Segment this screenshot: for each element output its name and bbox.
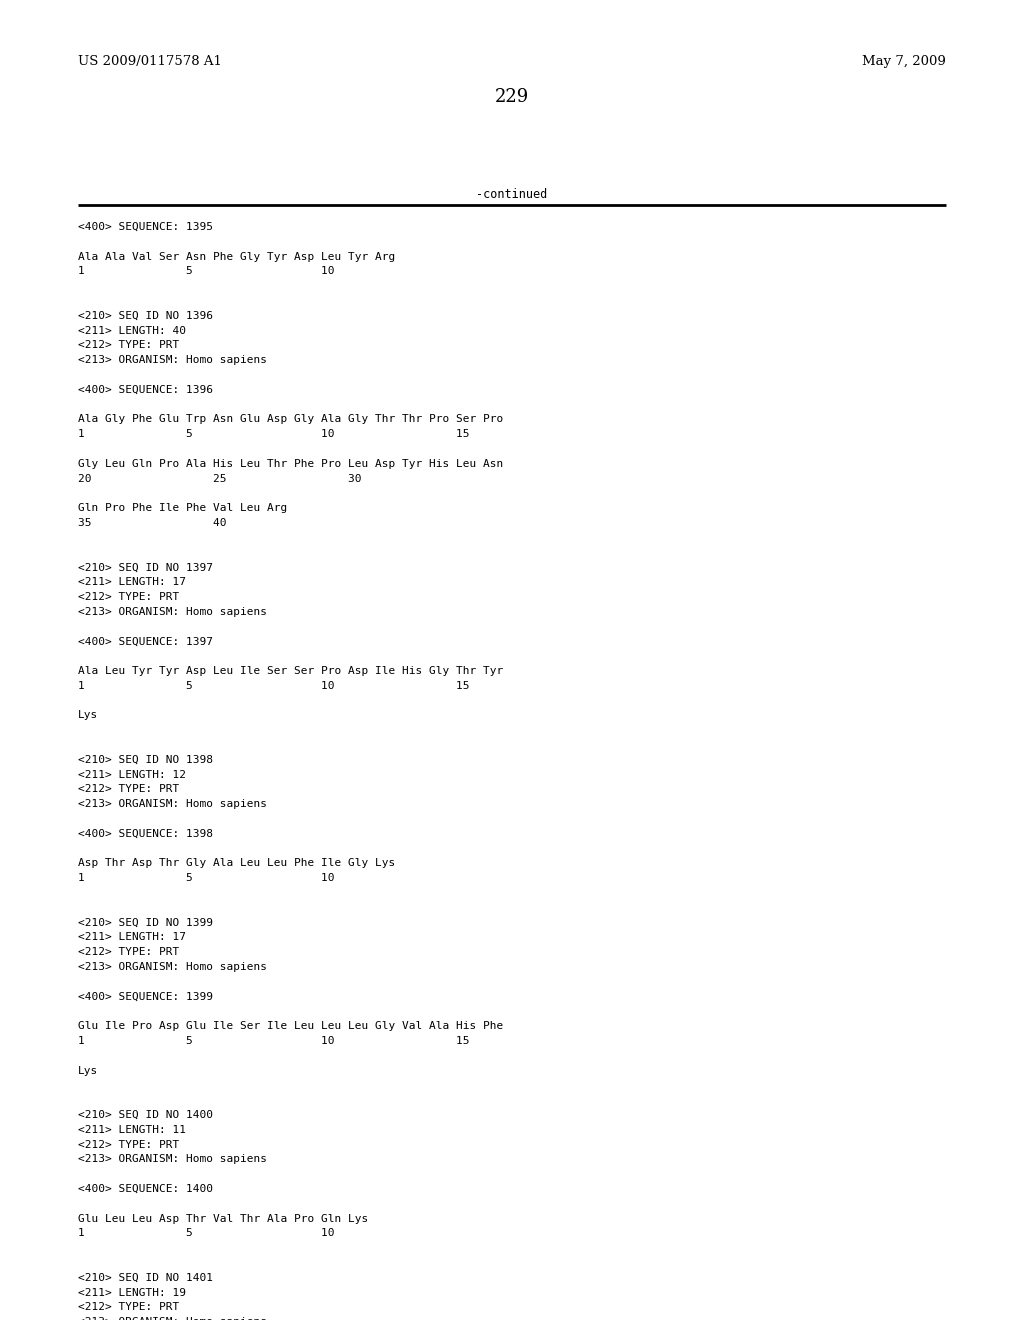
Text: 1               5                   10: 1 5 10	[78, 267, 335, 276]
Text: <210> SEQ ID NO 1396: <210> SEQ ID NO 1396	[78, 310, 213, 321]
Text: Lys: Lys	[78, 1065, 98, 1076]
Text: <210> SEQ ID NO 1400: <210> SEQ ID NO 1400	[78, 1110, 213, 1119]
Text: Asp Thr Asp Thr Gly Ala Leu Leu Phe Ile Gly Lys: Asp Thr Asp Thr Gly Ala Leu Leu Phe Ile …	[78, 858, 395, 869]
Text: <212> TYPE: PRT: <212> TYPE: PRT	[78, 1139, 179, 1150]
Text: May 7, 2009: May 7, 2009	[862, 55, 946, 69]
Text: <210> SEQ ID NO 1398: <210> SEQ ID NO 1398	[78, 755, 213, 764]
Text: <213> ORGANISM: Homo sapiens: <213> ORGANISM: Homo sapiens	[78, 1317, 267, 1320]
Text: <210> SEQ ID NO 1397: <210> SEQ ID NO 1397	[78, 562, 213, 573]
Text: 1               5                   10                  15: 1 5 10 15	[78, 429, 469, 440]
Text: <211> LENGTH: 12: <211> LENGTH: 12	[78, 770, 186, 780]
Text: <211> LENGTH: 11: <211> LENGTH: 11	[78, 1125, 186, 1135]
Text: 1               5                   10: 1 5 10	[78, 874, 335, 883]
Text: <213> ORGANISM: Homo sapiens: <213> ORGANISM: Homo sapiens	[78, 1155, 267, 1164]
Text: <400> SEQUENCE: 1398: <400> SEQUENCE: 1398	[78, 829, 213, 838]
Text: <212> TYPE: PRT: <212> TYPE: PRT	[78, 1303, 179, 1312]
Text: Ala Ala Val Ser Asn Phe Gly Tyr Asp Leu Tyr Arg: Ala Ala Val Ser Asn Phe Gly Tyr Asp Leu …	[78, 252, 395, 261]
Text: <213> ORGANISM: Homo sapiens: <213> ORGANISM: Homo sapiens	[78, 355, 267, 366]
Text: Gly Leu Gln Pro Ala His Leu Thr Phe Pro Leu Asp Tyr His Leu Asn: Gly Leu Gln Pro Ala His Leu Thr Phe Pro …	[78, 459, 503, 469]
Text: <211> LENGTH: 19: <211> LENGTH: 19	[78, 1287, 186, 1298]
Text: <213> ORGANISM: Homo sapiens: <213> ORGANISM: Homo sapiens	[78, 799, 267, 809]
Text: 1               5                   10                  15: 1 5 10 15	[78, 1036, 469, 1045]
Text: <211> LENGTH: 17: <211> LENGTH: 17	[78, 932, 186, 942]
Text: <211> LENGTH: 17: <211> LENGTH: 17	[78, 577, 186, 587]
Text: 35                  40: 35 40	[78, 517, 226, 528]
Text: <210> SEQ ID NO 1401: <210> SEQ ID NO 1401	[78, 1272, 213, 1283]
Text: 1               5                   10: 1 5 10	[78, 1229, 335, 1238]
Text: <212> TYPE: PRT: <212> TYPE: PRT	[78, 784, 179, 795]
Text: <400> SEQUENCE: 1400: <400> SEQUENCE: 1400	[78, 1184, 213, 1195]
Text: US 2009/0117578 A1: US 2009/0117578 A1	[78, 55, 222, 69]
Text: <210> SEQ ID NO 1399: <210> SEQ ID NO 1399	[78, 917, 213, 928]
Text: Gln Pro Phe Ile Phe Val Leu Arg: Gln Pro Phe Ile Phe Val Leu Arg	[78, 503, 288, 513]
Text: Glu Ile Pro Asp Glu Ile Ser Ile Leu Leu Leu Gly Val Ala His Phe: Glu Ile Pro Asp Glu Ile Ser Ile Leu Leu …	[78, 1022, 503, 1031]
Text: Lys: Lys	[78, 710, 98, 721]
Text: -continued: -continued	[476, 187, 548, 201]
Text: <400> SEQUENCE: 1399: <400> SEQUENCE: 1399	[78, 991, 213, 1002]
Text: <400> SEQUENCE: 1395: <400> SEQUENCE: 1395	[78, 222, 213, 232]
Text: <213> ORGANISM: Homo sapiens: <213> ORGANISM: Homo sapiens	[78, 607, 267, 616]
Text: 229: 229	[495, 88, 529, 106]
Text: Glu Leu Leu Asp Thr Val Thr Ala Pro Gln Lys: Glu Leu Leu Asp Thr Val Thr Ala Pro Gln …	[78, 1213, 369, 1224]
Text: Ala Gly Phe Glu Trp Asn Glu Asp Gly Ala Gly Thr Thr Pro Ser Pro: Ala Gly Phe Glu Trp Asn Glu Asp Gly Ala …	[78, 414, 503, 425]
Text: <211> LENGTH: 40: <211> LENGTH: 40	[78, 326, 186, 335]
Text: <213> ORGANISM: Homo sapiens: <213> ORGANISM: Homo sapiens	[78, 962, 267, 972]
Text: <400> SEQUENCE: 1397: <400> SEQUENCE: 1397	[78, 636, 213, 647]
Text: 1               5                   10                  15: 1 5 10 15	[78, 681, 469, 690]
Text: Ala Leu Tyr Tyr Asp Leu Ile Ser Ser Pro Asp Ile His Gly Thr Tyr: Ala Leu Tyr Tyr Asp Leu Ile Ser Ser Pro …	[78, 667, 503, 676]
Text: <400> SEQUENCE: 1396: <400> SEQUENCE: 1396	[78, 385, 213, 395]
Text: <212> TYPE: PRT: <212> TYPE: PRT	[78, 341, 179, 350]
Text: 20                  25                  30: 20 25 30	[78, 474, 361, 483]
Text: <212> TYPE: PRT: <212> TYPE: PRT	[78, 948, 179, 957]
Text: <212> TYPE: PRT: <212> TYPE: PRT	[78, 591, 179, 602]
